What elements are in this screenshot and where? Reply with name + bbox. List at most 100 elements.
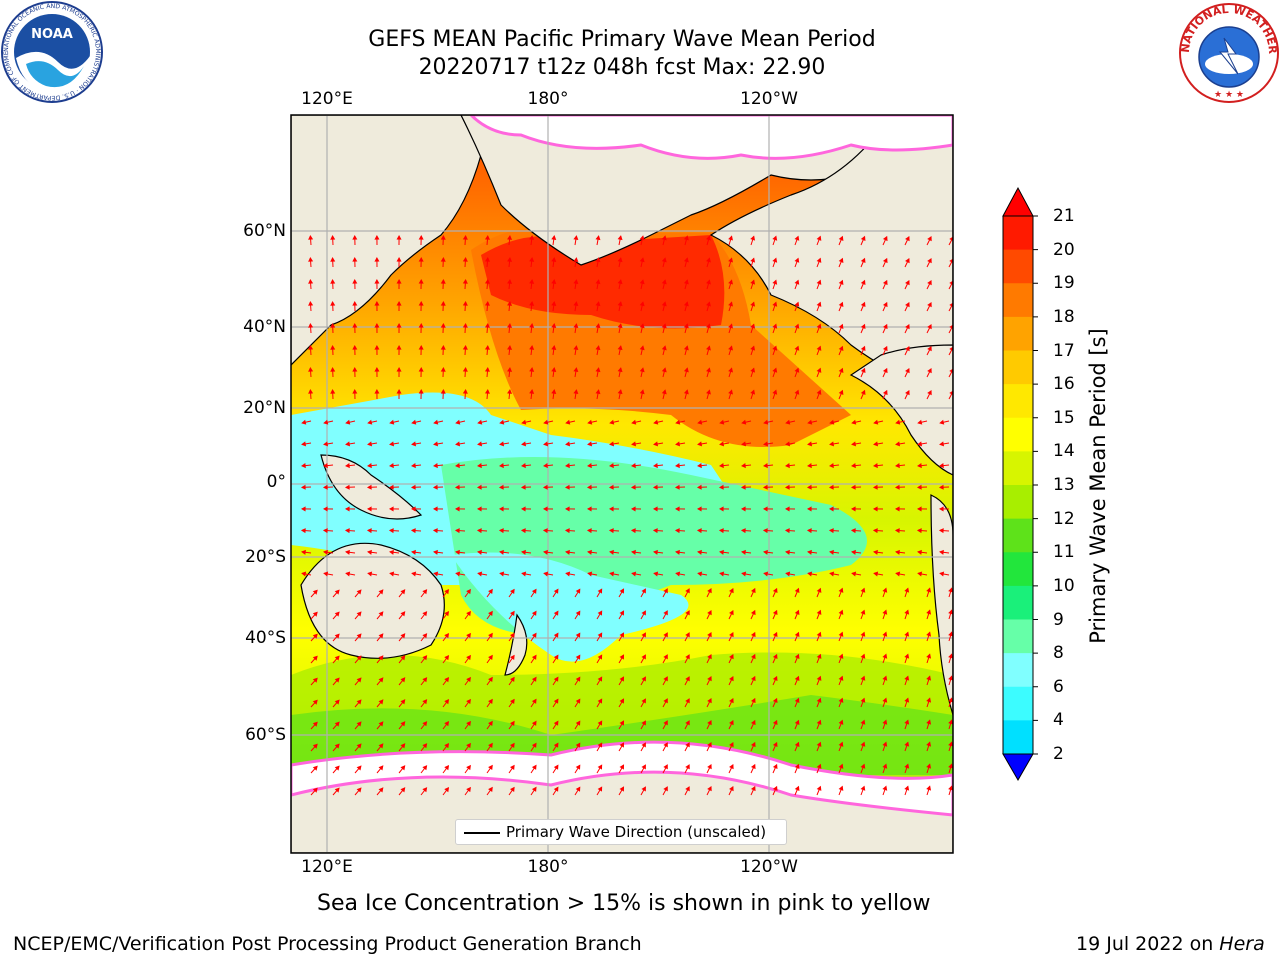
wave-direction-arrowhead <box>553 654 559 660</box>
wave-direction-arrowhead <box>444 610 450 617</box>
wave-direction-arrowhead <box>653 549 658 555</box>
wave-direction-arrowhead <box>455 441 461 447</box>
wave-direction-arrows <box>300 234 953 796</box>
wave-direction-arrowhead <box>816 257 822 263</box>
wave-direction-arrowhead <box>356 721 362 727</box>
wave-direction-arrowhead <box>617 235 623 241</box>
colorbar-band <box>1003 585 1033 620</box>
wave-direction-arrowhead <box>444 654 450 661</box>
wave-direction-arrowhead <box>663 676 668 682</box>
wave-direction-arrowhead <box>873 441 879 447</box>
wave-direction-arrowhead <box>366 528 372 534</box>
wave-direction-arrowhead <box>400 611 406 617</box>
wave-direction-arrowhead <box>873 463 878 469</box>
wave-direction-arrowhead <box>707 742 712 748</box>
wave-direction-arrowhead <box>851 441 857 447</box>
wave-direction-arrowhead <box>904 609 910 615</box>
wave-direction-arrowhead <box>661 279 667 285</box>
wave-direction-arrowhead <box>575 588 581 594</box>
wave-direction-arrowhead <box>595 257 601 263</box>
wave-direction-arrowhead <box>575 720 581 726</box>
wave-direction-arrowhead <box>609 419 615 425</box>
wave-direction-arrowhead <box>529 345 535 350</box>
wave-direction-arrowhead <box>565 463 570 469</box>
wave-direction-arrowhead <box>462 322 468 328</box>
wave-direction-arrowhead <box>741 571 747 577</box>
wave-direction-arrowhead <box>685 610 690 616</box>
wave-direction-arrowhead <box>639 389 645 395</box>
wave-direction-arrowhead <box>719 441 725 447</box>
wave-direction-arrowhead <box>300 528 306 534</box>
wave-direction-arrowhead <box>652 528 658 534</box>
wave-direction-arrowhead <box>586 528 592 534</box>
wave-direction-arrowhead <box>378 721 384 727</box>
wave-direction-arrowhead <box>609 549 614 555</box>
colorbar-band <box>1003 350 1033 385</box>
wave-direction-arrowhead <box>507 235 513 240</box>
wave-direction-arrowhead <box>356 589 362 595</box>
wave-direction-arrowhead <box>488 786 493 793</box>
wave-direction-arrowhead <box>939 463 944 469</box>
wave-direction-arrowhead <box>312 721 318 727</box>
wave-direction-arrowhead <box>488 610 493 617</box>
wave-direction-arrowhead <box>882 631 888 637</box>
wave-direction-arrowhead <box>895 463 900 469</box>
nws-logo: NATIONAL WEATHER SERVICE ★ ★ ★ <box>1174 0 1279 103</box>
wave-direction-arrowhead <box>807 571 813 577</box>
wave-direction-arrowhead <box>785 463 790 469</box>
wave-direction-arrowhead <box>763 549 768 555</box>
wave-direction-arrowhead <box>763 463 768 469</box>
wave-direction-arrowhead <box>905 345 910 352</box>
wave-direction-arrowhead <box>619 786 625 792</box>
wave-direction-arrowhead <box>529 323 535 328</box>
wave-direction-arrowhead <box>573 345 579 351</box>
wave-direction-arrowhead <box>816 389 822 395</box>
wave-direction-arrowhead <box>838 367 844 373</box>
wave-direction-arrowhead <box>462 344 468 350</box>
lat-tick-40n: 40°N <box>243 317 286 337</box>
wave-direction-arrowhead <box>882 345 888 352</box>
wave-direction-arrowhead <box>741 549 746 555</box>
colorbar-tick-label: 15 <box>1053 407 1075 428</box>
wave-direction-arrowhead <box>551 235 557 240</box>
wave-direction-arrowhead <box>750 719 756 726</box>
wave-direction-arrowhead <box>507 257 513 262</box>
lon-tick-bottom-120e: 120°E <box>301 857 353 877</box>
wave-direction-arrowhead <box>872 528 878 534</box>
sea-ice <box>291 115 953 817</box>
wave-direction-arrowhead <box>389 419 395 425</box>
wave-direction-arrowhead <box>575 764 581 770</box>
wave-direction-arrowhead <box>617 301 623 307</box>
wave-direction-arrowhead <box>352 256 358 262</box>
wave-direction-arrowhead <box>829 463 834 469</box>
wave-direction-arrowhead <box>575 742 581 748</box>
wave-direction-arrowhead <box>707 588 712 594</box>
wave-direction-arrowhead <box>772 719 778 726</box>
wave-direction-arrowhead <box>707 654 712 660</box>
wave-direction-arrowhead <box>641 654 646 660</box>
wave-direction-arrowhead <box>916 506 922 512</box>
wave-direction-arrowhead <box>829 549 834 555</box>
wave-direction-arrowhead <box>312 677 318 683</box>
wave-direction-arrowhead <box>400 589 406 595</box>
wave-direction-arrowhead <box>455 419 461 425</box>
wave-direction-arrowhead <box>617 345 623 351</box>
wave-direction-arrowhead <box>356 611 362 617</box>
colorbar-tick-label: 19 <box>1053 273 1075 294</box>
wave-direction-arrowhead <box>531 588 537 594</box>
wave-direction-arrowhead <box>728 367 733 373</box>
wave-direction-arrowhead <box>374 300 380 306</box>
wave-direction-arrowhead <box>860 631 866 637</box>
wave-direction-arrowhead <box>639 279 645 285</box>
wave-direction-arrowhead <box>828 528 834 534</box>
wave-direction-arrowhead <box>763 441 769 447</box>
wave-direction-arrowhead <box>639 367 645 373</box>
wave-direction-arrowhead <box>418 300 424 306</box>
wave-direction-arrowhead <box>575 786 581 792</box>
wave-direction-arrowhead <box>816 719 822 725</box>
wave-direction-arrowhead <box>507 323 513 328</box>
wave-direction-arrowhead <box>466 698 471 705</box>
lon-tick-top-120e: 120°E <box>301 89 353 109</box>
wave-direction-arrowhead <box>531 610 537 616</box>
wave-direction-arrowhead <box>466 632 471 639</box>
